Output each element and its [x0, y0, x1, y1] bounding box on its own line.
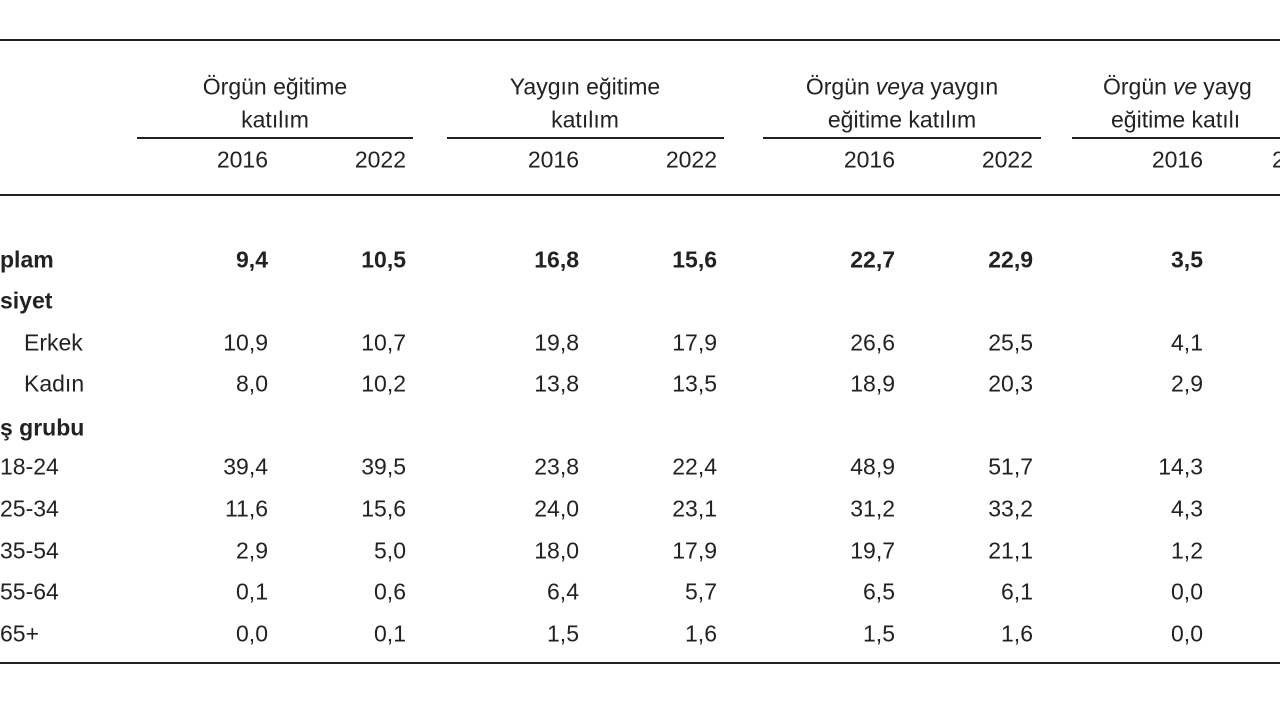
cell-value: 17,9	[672, 329, 717, 356]
cell-value: 14,3	[1158, 453, 1203, 480]
row-label: 35-54	[0, 537, 59, 564]
cell-value: 1,5	[547, 620, 579, 647]
year-header: 2022	[665, 146, 717, 173]
cell-value: 25,5	[988, 329, 1033, 356]
bottom-rule	[0, 662, 1280, 664]
cell-value: 18,9	[850, 370, 895, 397]
group-title: Örgün eğitime	[202, 73, 348, 100]
cell-value: 0,0	[1171, 578, 1203, 605]
cell-value: 10,5	[361, 246, 406, 273]
cell-value: 0,0	[236, 620, 268, 647]
group-underline	[1072, 137, 1280, 139]
cell-value: 0,0	[1171, 620, 1203, 647]
cell-value: 6,1	[1001, 578, 1033, 605]
cell-value: 19,8	[534, 329, 579, 356]
row-label: 25-34	[0, 495, 59, 522]
group-title-line2: katılım	[241, 106, 309, 133]
group-title: Örgün ve yayg	[1103, 73, 1252, 100]
cell-value: 0,6	[374, 578, 406, 605]
cell-value: 23,1	[672, 495, 717, 522]
year-header: 2	[1272, 146, 1280, 173]
group-title: Yaygın eğitime	[509, 73, 661, 100]
cell-value: 16,8	[534, 246, 579, 273]
cell-value: 13,8	[534, 370, 579, 397]
cell-value: 31,2	[850, 495, 895, 522]
cell-value: 8,0	[236, 370, 268, 397]
cell-value: 39,5	[361, 453, 406, 480]
cell-value: 1,2	[1171, 537, 1203, 564]
cell-value: 1,6	[1001, 620, 1033, 647]
cell-value: 2,9	[236, 537, 268, 564]
section-label: siyet	[0, 287, 53, 314]
cell-value: 17,9	[672, 537, 717, 564]
row-label: Erkek	[24, 329, 83, 356]
year-header: 2016	[843, 146, 895, 173]
group-title-part: Örgün	[805, 73, 870, 100]
row-label: 65+	[0, 620, 40, 647]
row-label: plam	[0, 246, 54, 273]
group-title-line2: eğitime katılım	[827, 106, 977, 133]
cell-value: 33,2	[988, 495, 1033, 522]
cell-value: 48,9	[850, 453, 895, 480]
cell-value: 15,6	[672, 246, 717, 273]
cell-value: 10,2	[361, 370, 406, 397]
row-label: 55-64	[0, 578, 59, 605]
cell-value: 39,4	[223, 453, 268, 480]
cell-value: 23,8	[534, 453, 579, 480]
cell-value: 24,0	[534, 495, 579, 522]
group-title-part: Yaygın eğitime	[509, 73, 661, 100]
group-title-part: Örgün	[1103, 73, 1167, 100]
year-header: 2016	[527, 146, 579, 173]
cell-value: 26,6	[850, 329, 895, 356]
cell-value: 22,9	[988, 246, 1033, 273]
cell-value: 4,3	[1171, 495, 1203, 522]
group-underline	[447, 137, 724, 139]
year-header: 2016	[216, 146, 268, 173]
section-label: ş grubu	[0, 414, 85, 441]
year-header: 2022	[354, 146, 406, 173]
cell-value: 10,9	[223, 329, 268, 356]
group-title-part: yaygın	[930, 73, 999, 100]
group-title-part: ve	[1172, 73, 1198, 100]
group-title: Örgün veya yaygın	[805, 73, 999, 100]
group-title-part: Örgün eğitime	[202, 73, 348, 100]
cell-value: 20,3	[988, 370, 1033, 397]
cell-value: 10,7	[361, 329, 406, 356]
cell-value: 21,1	[988, 537, 1033, 564]
cell-value: 2,9	[1171, 370, 1203, 397]
group-title-line2: katılım	[551, 106, 619, 133]
group-underline	[137, 137, 413, 139]
cell-value: 9,4	[236, 246, 268, 273]
group-title-part: yayg	[1203, 73, 1252, 100]
group-title-part: veya	[875, 73, 925, 100]
header-rule	[0, 194, 1280, 196]
cell-value: 1,6	[685, 620, 717, 647]
cell-value: 0,1	[236, 578, 268, 605]
cell-value: 6,5	[863, 578, 895, 605]
group-title-line2: eğitime katılı	[1111, 106, 1241, 133]
top-rule	[0, 39, 1280, 41]
cell-value: 51,7	[988, 453, 1033, 480]
cell-value: 15,6	[361, 495, 406, 522]
cell-value: 1,5	[863, 620, 895, 647]
cell-value: 11,6	[224, 495, 268, 522]
cell-value: 3,5	[1171, 246, 1203, 273]
cell-value: 22,4	[672, 453, 717, 480]
cell-value: 4,1	[1171, 329, 1203, 356]
row-label: 18-24	[0, 453, 59, 480]
row-label: Kadın	[24, 370, 85, 397]
group-underline	[763, 137, 1041, 139]
cell-value: 13,5	[672, 370, 717, 397]
cell-value: 5,0	[374, 537, 406, 564]
cell-value: 0,1	[374, 620, 406, 647]
cell-value: 6,4	[547, 578, 579, 605]
cell-value: 19,7	[850, 537, 895, 564]
year-header: 2016	[1151, 146, 1203, 173]
cell-value: 5,7	[685, 578, 717, 605]
year-header: 2022	[981, 146, 1033, 173]
cell-value: 22,7	[850, 246, 895, 273]
cell-value: 18,0	[534, 537, 579, 564]
